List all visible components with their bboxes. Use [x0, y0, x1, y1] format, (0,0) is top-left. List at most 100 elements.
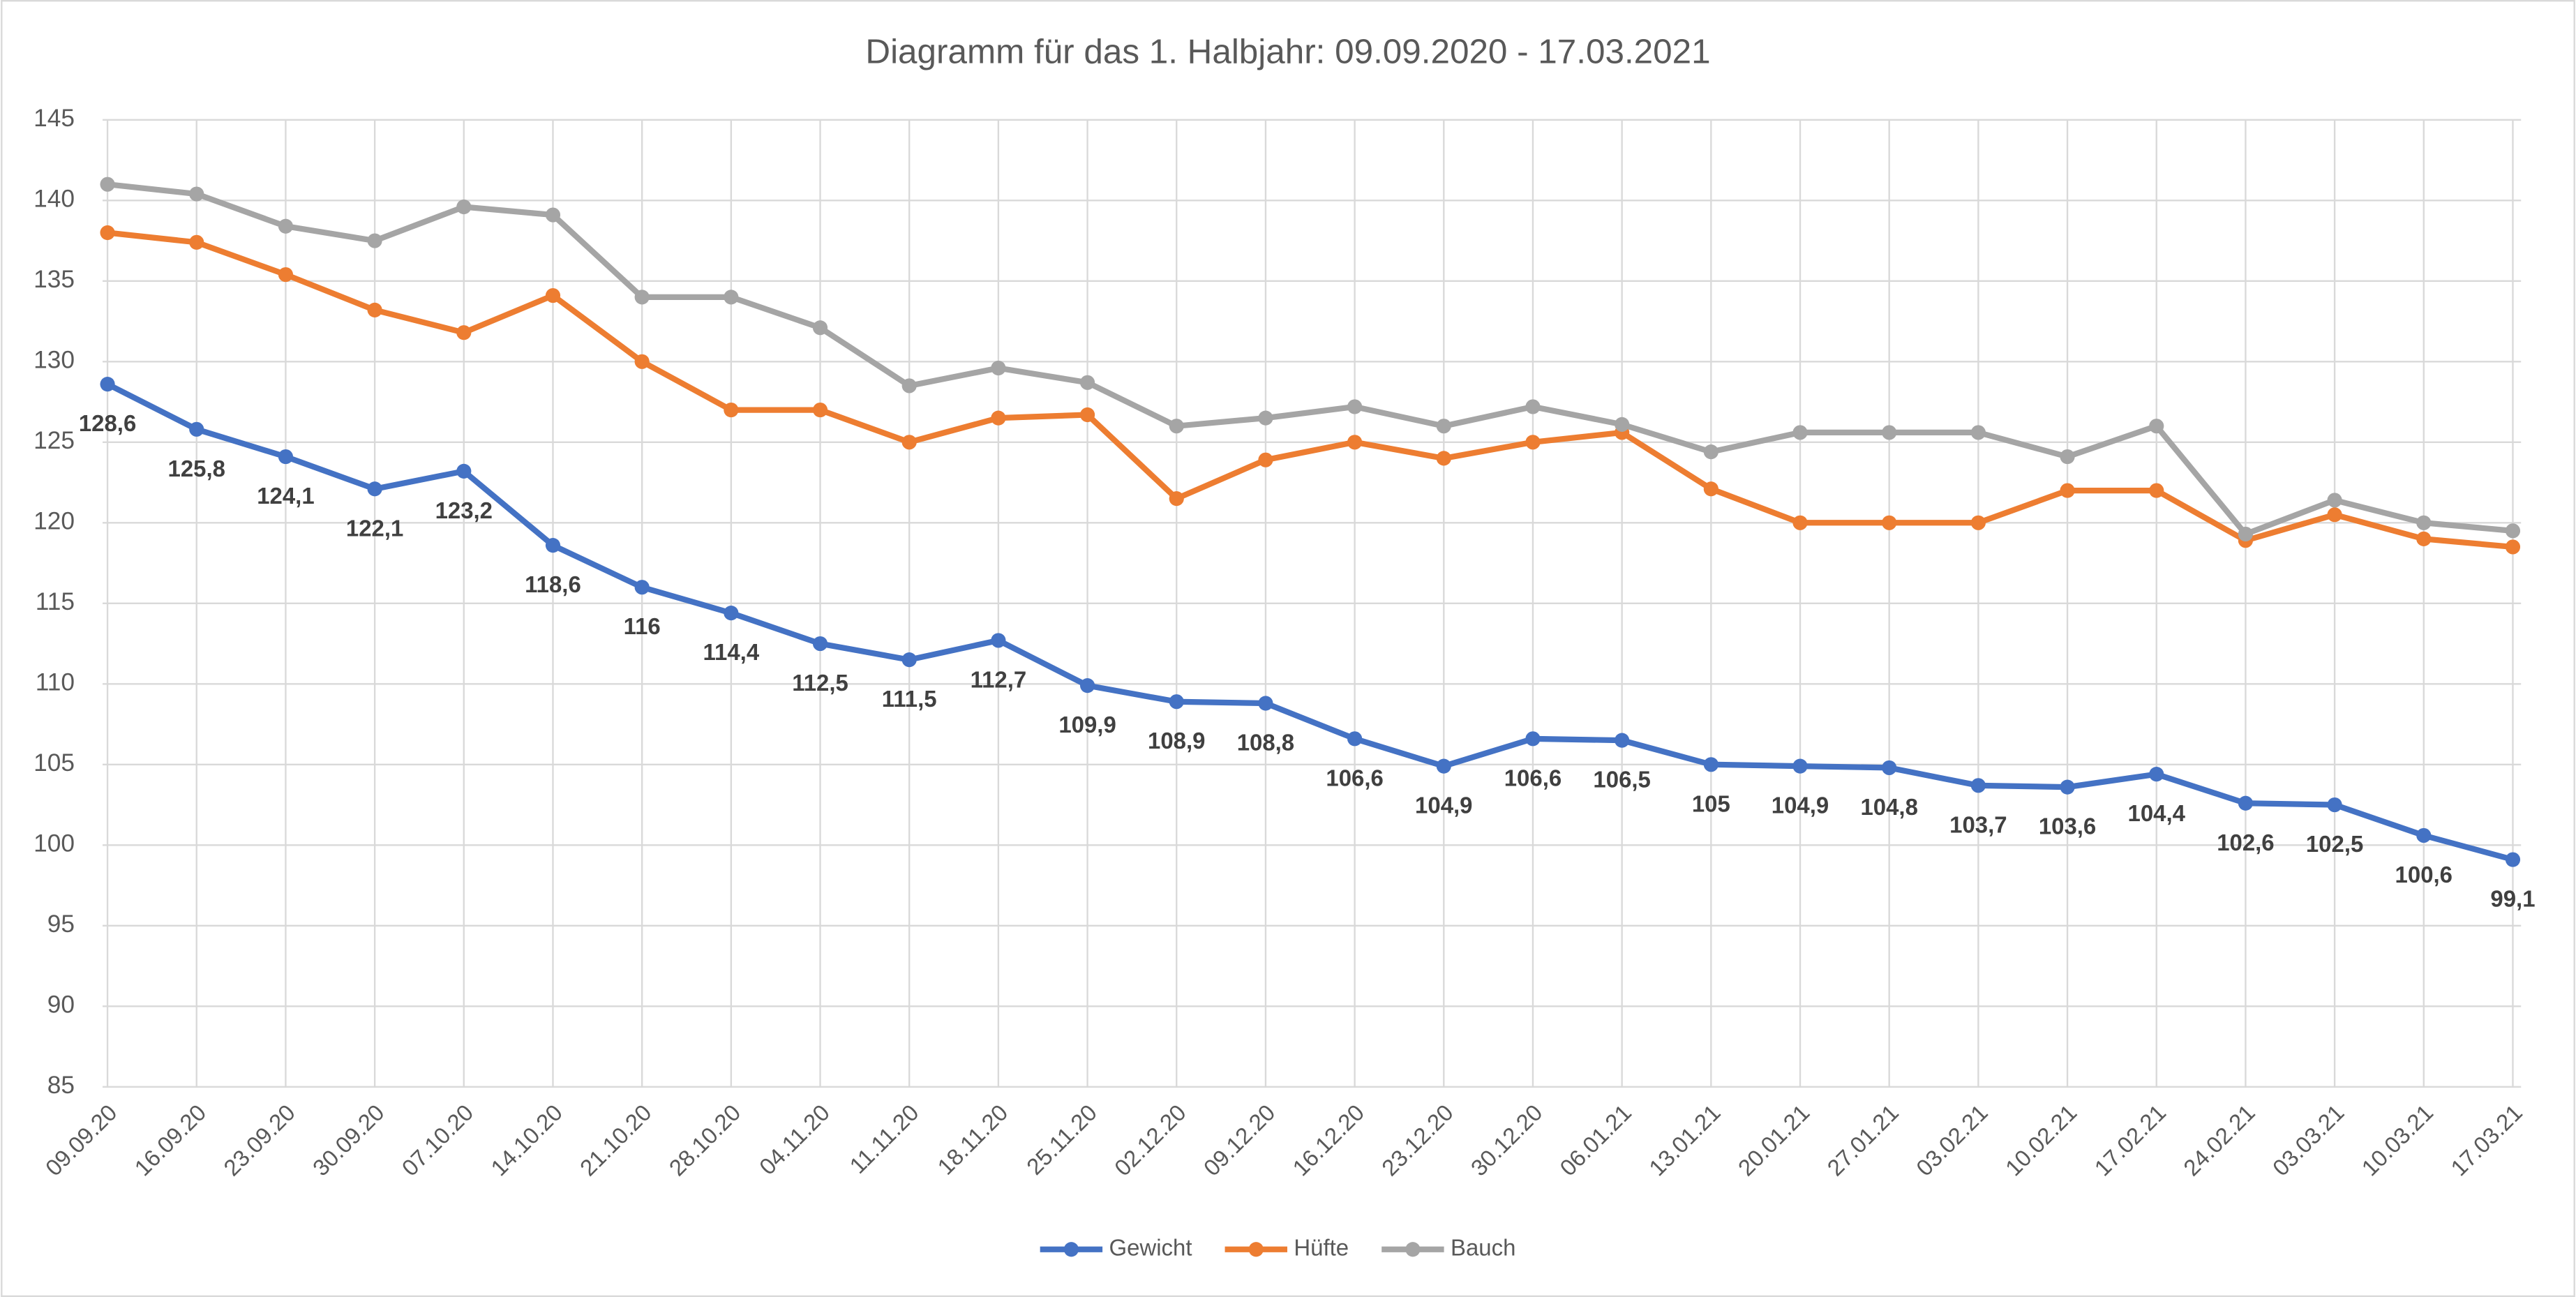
data-point: [724, 606, 739, 621]
data-point: [2149, 767, 2164, 782]
data-label: 103,6: [2039, 814, 2096, 839]
data-point: [991, 410, 1006, 426]
y-tick-label: 105: [33, 749, 75, 777]
data-point: [1792, 425, 1808, 440]
series-line: [107, 181, 2513, 537]
y-tick-label: 85: [47, 1072, 75, 1099]
data-point: [1792, 515, 1808, 530]
data-label: 103,7: [1949, 811, 2007, 837]
data-point: [634, 354, 650, 369]
data-point: [2060, 779, 2075, 795]
data-label: 108,8: [1237, 730, 1294, 756]
data-point: [278, 267, 294, 283]
data-point: [100, 377, 115, 392]
data-point: [2327, 797, 2342, 813]
data-label: 114,4: [703, 639, 760, 665]
data-label: 104,4: [2128, 800, 2186, 826]
data-label: 102,5: [2306, 831, 2363, 857]
series-line: [107, 230, 2513, 550]
data-point: [545, 538, 561, 553]
y-tick-label: 130: [33, 347, 75, 374]
y-tick-label: 90: [47, 991, 75, 1019]
data-point: [100, 177, 115, 192]
data-point: [1792, 758, 1808, 774]
data-point: [2416, 531, 2432, 546]
data-point: [2149, 483, 2164, 498]
data-point: [1079, 678, 1095, 694]
data-point: [2327, 507, 2342, 523]
data-point: [367, 302, 382, 317]
data-point: [367, 233, 382, 248]
data-point: [1347, 731, 1363, 747]
legend-label: Gewicht: [1109, 1234, 1192, 1260]
y-tick-label: 145: [33, 105, 75, 132]
data-point: [1525, 731, 1541, 747]
chart-title: Diagramm für das 1. Halbjahr: 09.09.2020…: [865, 33, 1710, 71]
data-point: [278, 449, 294, 465]
data-label: 104,8: [1860, 794, 1917, 820]
data-point: [1436, 758, 1451, 774]
data-point: [2149, 419, 2164, 434]
data-label: 104,9: [1415, 793, 1472, 818]
data-point: [456, 325, 472, 340]
data-point: [1970, 778, 1986, 793]
data-point: [1970, 425, 1986, 440]
data-label: 122,1: [346, 515, 403, 541]
data-point: [1347, 399, 1363, 414]
data-point: [991, 633, 1006, 648]
data-point: [2505, 539, 2521, 555]
data-label: 123,2: [435, 497, 493, 523]
data-label: 108,9: [1148, 728, 1205, 754]
data-point: [1703, 444, 1718, 460]
data-point: [991, 360, 1006, 376]
data-point: [2060, 449, 2075, 465]
y-tick-label: 125: [33, 427, 75, 454]
data-point: [1258, 696, 1273, 711]
y-tick-label: 115: [36, 588, 75, 615]
data-point: [1525, 399, 1541, 414]
data-point: [1169, 694, 1184, 710]
data-point: [545, 207, 561, 223]
data-label: 128,6: [79, 410, 136, 436]
data-label: 111,5: [882, 686, 937, 712]
data-point: [901, 378, 917, 393]
data-label: 105: [1692, 790, 1730, 816]
data-point: [2238, 795, 2254, 811]
data-label: 118,6: [525, 571, 581, 597]
legend-marker: [1248, 1242, 1264, 1257]
data-label: 112,5: [792, 670, 848, 696]
data-point: [189, 234, 204, 250]
data-label: 99,1: [2490, 886, 2535, 912]
series-line: [106, 381, 2514, 863]
data-point: [1703, 481, 1718, 497]
data-point: [1436, 451, 1451, 466]
data-point: [1970, 515, 1986, 530]
data-point: [812, 320, 828, 336]
data-point: [1169, 419, 1184, 434]
data-point: [278, 218, 294, 234]
data-point: [1615, 733, 1630, 748]
data-label: 106,5: [1593, 767, 1650, 793]
data-point: [634, 580, 650, 595]
data-point: [189, 186, 204, 202]
data-point: [901, 652, 917, 668]
data-point: [812, 636, 828, 652]
data-point: [545, 287, 561, 303]
data-label: 125,8: [168, 456, 225, 481]
data-point: [1525, 435, 1541, 450]
data-point: [2060, 483, 2075, 498]
y-tick-label: 110: [36, 669, 75, 696]
y-tick-label: 120: [33, 508, 75, 535]
data-point: [1882, 760, 1897, 775]
data-label: 102,6: [2217, 830, 2274, 855]
data-point: [812, 402, 828, 418]
data-point: [2238, 526, 2254, 542]
data-label: 109,9: [1058, 712, 1116, 737]
data-point: [2327, 493, 2342, 508]
data-point: [1615, 417, 1630, 432]
data-point: [2416, 827, 2432, 844]
data-point: [724, 402, 739, 418]
data-point: [1703, 757, 1718, 772]
